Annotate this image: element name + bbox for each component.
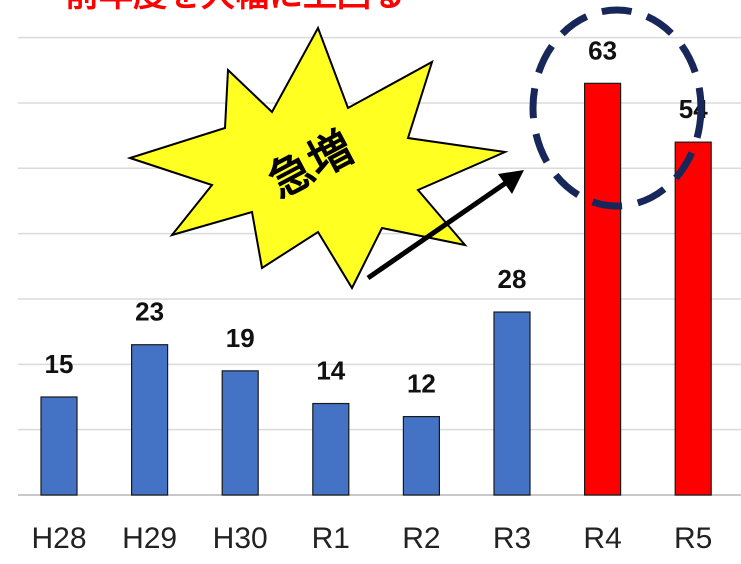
category-label-R1: R1 — [312, 522, 350, 555]
value-label-R2: 12 — [407, 369, 436, 399]
value-label-R3: 28 — [498, 264, 527, 294]
chart-title: 前年度を大幅に上回る — [65, 0, 405, 15]
bar-R3 — [493, 311, 531, 496]
category-labels: H28 H29 H30 R1 R2 R3 R4 R5 — [31, 522, 712, 555]
starburst-callout: 急増 — [126, 25, 509, 291]
bar-H28 — [40, 396, 78, 496]
value-label-R1: 14 — [316, 356, 345, 386]
category-label-H29: H29 — [122, 522, 177, 555]
bar-H30 — [221, 370, 259, 496]
value-label-H30: 19 — [226, 323, 255, 353]
trend-arrow — [366, 170, 524, 281]
value-label-H29: 23 — [135, 297, 164, 327]
bars — [40, 82, 712, 496]
category-label-R2: R2 — [402, 522, 440, 555]
starburst-shape — [126, 25, 509, 291]
bar-H29 — [131, 344, 169, 496]
highlight-circle — [529, 6, 705, 210]
category-label-R3: R3 — [493, 522, 531, 555]
category-label-H28: H28 — [31, 522, 86, 555]
category-label-R5: R5 — [674, 522, 712, 555]
category-label-H30: H30 — [213, 522, 268, 555]
value-label-H28: 15 — [45, 349, 74, 379]
bar-R1 — [312, 402, 350, 496]
category-label-R4: R4 — [583, 522, 621, 555]
bar-R4 — [583, 82, 622, 496]
bar-R2 — [402, 415, 440, 496]
arrow-head — [498, 170, 524, 194]
value-label-R4: 63 — [588, 35, 617, 65]
bar-R5 — [674, 141, 712, 496]
